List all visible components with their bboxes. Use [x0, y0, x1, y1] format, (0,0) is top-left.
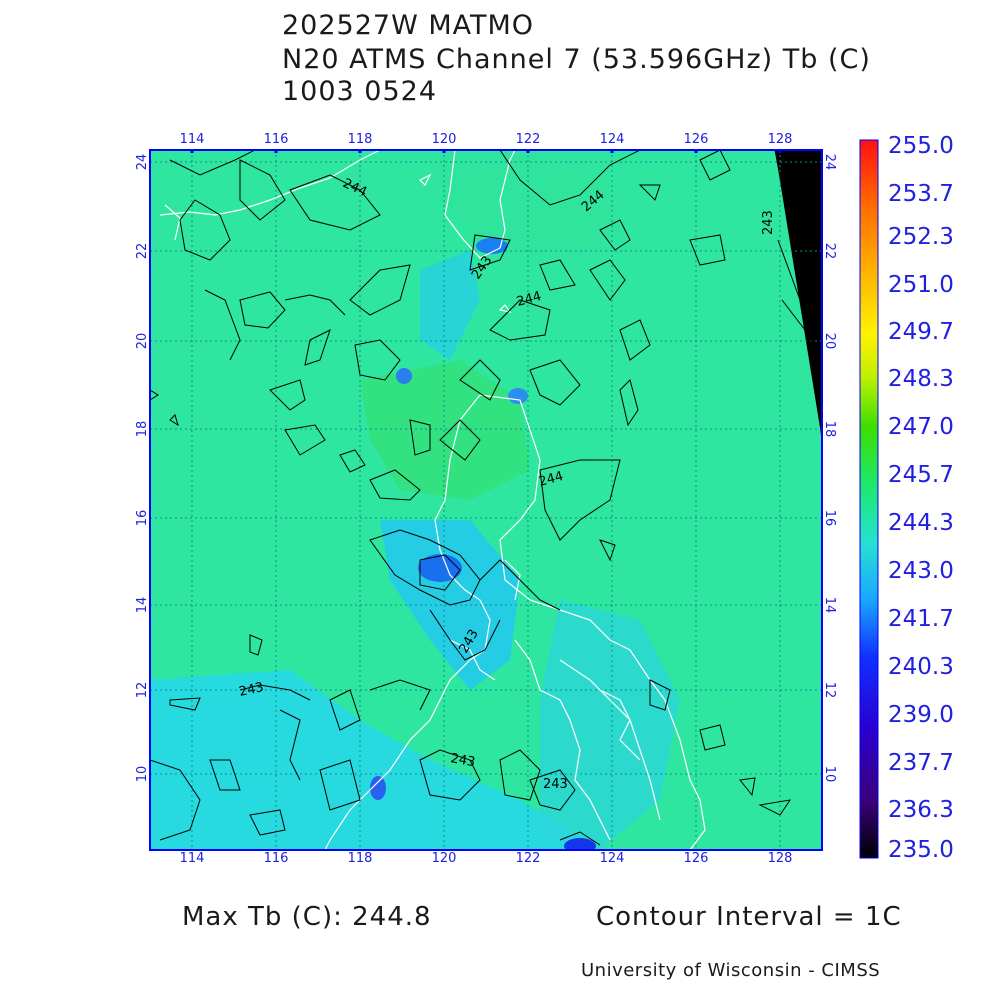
frame-tick-marks: [190, 149, 782, 153]
lat-lon-grid: [150, 150, 822, 850]
colorbar: [859, 139, 879, 859]
map-frame: [149, 149, 823, 851]
title-channel: N20 ATMS Channel 7 (53.596GHz) Tb (C): [282, 44, 871, 75]
colorbar-label: 248.3: [888, 366, 954, 392]
coastlines: [159, 150, 706, 850]
lat-tick-label: 22: [822, 243, 837, 260]
lon-tick-label: 118: [348, 851, 373, 866]
lat-tick-label: 16: [822, 510, 837, 527]
lat-tick-label: 16: [135, 510, 150, 527]
lon-tick-label: 120: [432, 132, 457, 147]
lat-tick-label: 12: [822, 682, 837, 699]
lat-tick-label: 24: [822, 154, 837, 171]
colorbar-label: 241.7: [888, 606, 954, 632]
lat-tick-label: 10: [135, 766, 150, 783]
contour-label: 243: [543, 777, 568, 792]
brightness-field: 244 244 243 244 244 243 243 243 243 243: [150, 150, 822, 850]
lon-tick-label: 124: [600, 851, 625, 866]
lat-tick-label: 18: [135, 421, 150, 438]
credit-line: University of Wisconsin - CIMSS: [581, 960, 881, 981]
colorbar-label: 236.3: [888, 797, 954, 823]
cold-core: [476, 238, 508, 254]
contour-labels: 244 244 243 244 244 243 243 243 243 243: [238, 176, 776, 792]
cool-patch: [150, 670, 600, 850]
cold-core: [564, 838, 596, 850]
title-datetime: 1003 0524: [282, 76, 438, 107]
lat-tick-label: 14: [135, 597, 150, 614]
lon-tick-label: 128: [768, 851, 793, 866]
colorbar-label: 239.0: [888, 702, 954, 728]
colorbar-label: 252.3: [888, 224, 954, 250]
warm-patch: [360, 360, 530, 500]
colorbar-label: 235.0: [888, 837, 954, 863]
lon-ticks-top: 114 116 118 120 122 124 126 128: [180, 132, 793, 147]
colorbar-label: 245.7: [888, 462, 954, 488]
lon-tick-label: 122: [516, 851, 541, 866]
lat-tick-label: 20: [822, 333, 837, 350]
colorbar-label: 249.7: [888, 319, 954, 345]
lon-tick-label: 126: [684, 851, 709, 866]
lon-tick-label: 120: [432, 851, 457, 866]
title-storm-id: 202527W MATMO: [282, 10, 535, 41]
contours: [150, 150, 822, 846]
cold-core: [418, 554, 462, 582]
contour-label: 243: [449, 751, 476, 770]
lon-tick-label: 122: [516, 132, 541, 147]
cold-core: [370, 776, 386, 800]
lat-ticks-right: 24 22 20 18 16 14 12 10: [822, 154, 837, 783]
contour-label: 244: [537, 469, 565, 490]
lon-tick-label: 116: [264, 851, 289, 866]
lon-tick-label: 116: [264, 132, 289, 147]
max-tb-readout: Max Tb (C): 244.8: [182, 902, 432, 932]
contour-label: 243: [761, 210, 776, 235]
lat-tick-label: 14: [822, 597, 837, 614]
lon-tick-label: 128: [768, 132, 793, 147]
colorbar-label: 244.3: [888, 510, 954, 536]
lat-tick-label: 12: [135, 682, 150, 699]
lon-ticks-bottom: 114 116 118 120 122 124 126 128: [180, 851, 793, 866]
contour-label: 243: [238, 680, 265, 700]
colorbar-label: 243.0: [888, 558, 954, 584]
lat-tick-label: 10: [822, 766, 837, 783]
warm-patch: [430, 150, 620, 260]
lat-tick-label: 18: [822, 421, 837, 438]
lon-tick-label: 126: [684, 132, 709, 147]
cool-patch: [540, 600, 680, 850]
cold-core: [396, 368, 412, 384]
lon-tick-label: 114: [180, 132, 205, 147]
colorbar-label: 247.0: [888, 414, 954, 440]
lat-ticks-left: 24 22 20 18 16 14 12 10: [135, 154, 150, 783]
lat-tick-label: 20: [135, 333, 150, 350]
lon-tick-label: 114: [180, 851, 205, 866]
lon-tick-label: 118: [348, 132, 373, 147]
lat-tick-label: 24: [135, 154, 150, 171]
lon-tick-label: 124: [600, 132, 625, 147]
lat-tick-label: 22: [135, 243, 150, 260]
colorbar-label: 253.7: [888, 181, 954, 207]
colorbar-label: 240.3: [888, 654, 954, 680]
contour-interval-readout: Contour Interval = 1C: [596, 902, 902, 932]
cool-patch: [420, 250, 480, 360]
colorbar-label: 255.0: [888, 133, 954, 159]
colorbar-label: 251.0: [888, 272, 954, 298]
contour-label: 244: [515, 289, 543, 310]
cold-core: [508, 388, 528, 404]
colorbar-label: 237.7: [888, 750, 954, 776]
